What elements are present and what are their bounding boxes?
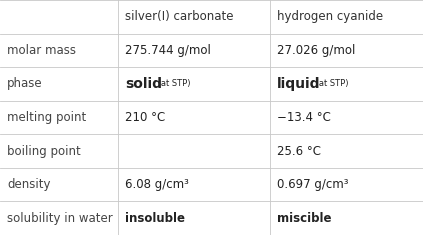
Text: molar mass: molar mass — [7, 44, 76, 57]
Text: 25.6 °C: 25.6 °C — [277, 145, 321, 158]
Text: 27.026 g/mol: 27.026 g/mol — [277, 44, 355, 57]
Text: 210 °C: 210 °C — [125, 111, 165, 124]
Text: 6.08 g/cm³: 6.08 g/cm³ — [125, 178, 189, 191]
Text: insoluble: insoluble — [125, 212, 185, 225]
Text: solid: solid — [125, 77, 162, 91]
Text: −13.4 °C: −13.4 °C — [277, 111, 331, 124]
Text: solubility in water: solubility in water — [7, 212, 113, 225]
Text: boiling point: boiling point — [7, 145, 81, 158]
Text: 275.744 g/mol: 275.744 g/mol — [125, 44, 211, 57]
Text: liquid: liquid — [277, 77, 321, 91]
Text: hydrogen cyanide: hydrogen cyanide — [277, 10, 383, 23]
Text: phase: phase — [7, 77, 43, 90]
Text: 0.697 g/cm³: 0.697 g/cm³ — [277, 178, 349, 191]
Text: miscible: miscible — [277, 212, 332, 225]
Text: (at STP): (at STP) — [313, 79, 349, 88]
Text: density: density — [7, 178, 50, 191]
Text: silver(I) carbonate: silver(I) carbonate — [125, 10, 233, 23]
Text: (at STP): (at STP) — [155, 79, 190, 88]
Text: melting point: melting point — [7, 111, 86, 124]
